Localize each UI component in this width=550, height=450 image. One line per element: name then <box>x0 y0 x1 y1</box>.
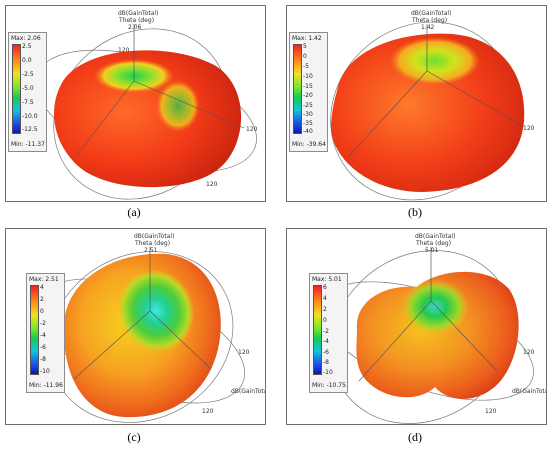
axis-theta-d: Theta (deg) <box>415 240 451 247</box>
axis-theta-a: Theta (deg) <box>118 17 154 24</box>
legend-tick-a: -5.0 <box>22 85 34 92</box>
radiation-pattern-c-3d-plot: dB(GainTotal) Theta (deg) 2.51 120 120 d… <box>36 233 265 423</box>
null-region-b-top <box>390 37 480 85</box>
legend-max-c: Max: 2.51 <box>29 276 59 283</box>
peak-value-c: 2.51 <box>144 247 158 254</box>
legend-tick-c: 0 <box>40 308 44 315</box>
legend-color-bar-c <box>30 285 39 375</box>
angle-label-d-bottom: 120 <box>485 408 497 415</box>
legend-min-d: Min: -10.75 <box>312 382 346 389</box>
legend-tick-b: -30 <box>303 111 313 118</box>
y-axis-b <box>348 70 428 157</box>
angle-label-c-right: 120 <box>238 349 250 356</box>
legend-tick-a: -12.5 <box>22 126 38 133</box>
y-axis-a <box>75 80 135 157</box>
legend-tick-d: -10 <box>323 369 333 376</box>
legend-tick-b: -25 <box>303 102 313 109</box>
angle-label-a-right: 120 <box>246 126 258 133</box>
legend-tick-d: -6 <box>323 349 329 356</box>
legend-max-b: Max: 1.42 <box>292 35 322 42</box>
legend-color-bar-d <box>313 285 322 375</box>
legend-min-a: Min: -11.37 <box>11 141 45 148</box>
color-legend-a: Max: 2.06 2.5 0.0 -2.5 -5.0 -7.5 -10.0 -… <box>8 32 47 152</box>
x-axis-d <box>430 300 498 372</box>
legend-tick-c: -10 <box>40 368 50 375</box>
radiation-pattern-panel-a: dB(GainTotal) Theta (deg) 2.06 120 120 1… <box>5 5 266 202</box>
peak-value-d: 5.01 <box>425 247 439 254</box>
caption-b: (b) <box>408 205 422 219</box>
caption-d: (d) <box>408 430 422 444</box>
caption-c: (c) <box>127 430 141 444</box>
radiation-pattern-a-3d-plot: dB(GainTotal) Theta (deg) 2.06 120 120 1… <box>35 10 258 200</box>
legend-min-c: Min: -11.96 <box>29 382 63 389</box>
angle-label-c-bottom: 120 <box>202 408 214 415</box>
axis-quantity-a: dB(GainTotal) <box>118 10 158 17</box>
legend-tick-b: -40 <box>303 128 313 135</box>
legend-tick-a: 0.0 <box>22 57 32 64</box>
legend-max-a: Max: 2.06 <box>11 35 41 42</box>
pattern-surface-b <box>330 33 525 192</box>
legend-tick-a: 2.5 <box>22 43 32 50</box>
legend-tick-d: 4 <box>323 295 327 302</box>
angle-label-d-right: 120 <box>523 349 535 356</box>
legend-tick-b: -10 <box>303 73 313 80</box>
color-legend-c: Max: 2.51 4 2 0 -2 -4 -6 -8 -10 Min: -11… <box>26 273 65 393</box>
axis-quantity-d: dB(GainTotal) <box>415 233 455 240</box>
legend-tick-c: -6 <box>40 344 46 351</box>
null-region-d <box>401 279 469 335</box>
legend-tick-b: -35 <box>303 120 313 127</box>
legend-tick-a: -10.0 <box>22 113 38 120</box>
angle-label-a-bottom: 120 <box>206 181 218 188</box>
legend-tick-d: 0 <box>323 317 327 324</box>
legend-tick-a: -2.5 <box>22 71 34 78</box>
legend-tick-b: 5 <box>303 43 307 50</box>
legend-tick-a: -7.5 <box>22 99 34 106</box>
x-axis-c <box>149 310 212 370</box>
legend-tick-c: -4 <box>40 332 46 339</box>
legend-tick-c: 2 <box>40 296 44 303</box>
axis-quantity-d-side: dB(GainTotal) <box>512 388 546 395</box>
peak-value-b: 1.42 <box>421 24 435 31</box>
legend-tick-d: -8 <box>323 359 329 366</box>
axis-theta-c: Theta (deg) <box>134 240 170 247</box>
radiation-pattern-panel-d: dB(GainTotal) Theta (deg) 5.01 120 120 d… <box>286 228 547 425</box>
legend-tick-d: -2 <box>323 328 329 335</box>
legend-tick-c: -8 <box>40 356 46 363</box>
legend-tick-b: 0 <box>303 53 307 60</box>
peak-value-a: 2.06 <box>128 24 142 31</box>
legend-tick-b: -15 <box>303 83 313 90</box>
legend-color-bar-a <box>12 44 21 134</box>
legend-max-d: Max: 5.01 <box>312 276 342 283</box>
radiation-pattern-panel-b: dB(GainTotal) Theta (deg) 1.42 120 Max: … <box>286 5 547 202</box>
legend-tick-b: -20 <box>303 92 313 99</box>
radiation-pattern-b-3d-plot: dB(GainTotal) Theta (deg) 1.42 120 <box>330 10 535 201</box>
legend-tick-c: 4 <box>40 284 44 291</box>
color-legend-d: Max: 5.01 6 4 2 0 -2 -4 -6 -8 -10 Min: -… <box>309 273 348 393</box>
legend-tick-b: -5 <box>303 63 309 70</box>
legend-min-b: Min: -39.64 <box>292 141 326 148</box>
legend-tick-d: 2 <box>323 306 327 313</box>
angle-label-b-right: 120 <box>523 125 535 132</box>
radiation-pattern-panel-c: dB(GainTotal) Theta (deg) 2.51 120 120 d… <box>5 228 266 425</box>
x-axis-b <box>426 70 524 127</box>
axis-quantity-c: dB(GainTotal) <box>134 233 174 240</box>
legend-tick-c: -2 <box>40 320 46 327</box>
axis-quantity-c-side: dB(GainTotal) <box>231 388 265 395</box>
null-region-c <box>117 269 195 353</box>
null-region-a-side <box>156 80 200 132</box>
axis-theta-b: Theta (deg) <box>411 17 447 24</box>
radiation-pattern-d-3d-plot: dB(GainTotal) Theta (deg) 5.01 120 120 d… <box>320 233 546 424</box>
y-axis-c <box>73 310 151 380</box>
pattern-surface-d <box>356 271 519 399</box>
legend-tick-d: 6 <box>323 284 327 291</box>
color-legend-b: Max: 1.42 5 0 -5 -10 -15 -20 -25 -30 -35… <box>289 32 328 152</box>
x-axis-a <box>133 80 245 129</box>
y-axis-d <box>358 300 432 382</box>
axis-quantity-b: dB(GainTotal) <box>411 10 451 17</box>
legend-tick-d: -4 <box>323 338 329 345</box>
caption-a: (a) <box>127 205 141 219</box>
legend-color-bar-b <box>293 44 302 134</box>
angle-label-a-top: 120 <box>118 47 130 54</box>
